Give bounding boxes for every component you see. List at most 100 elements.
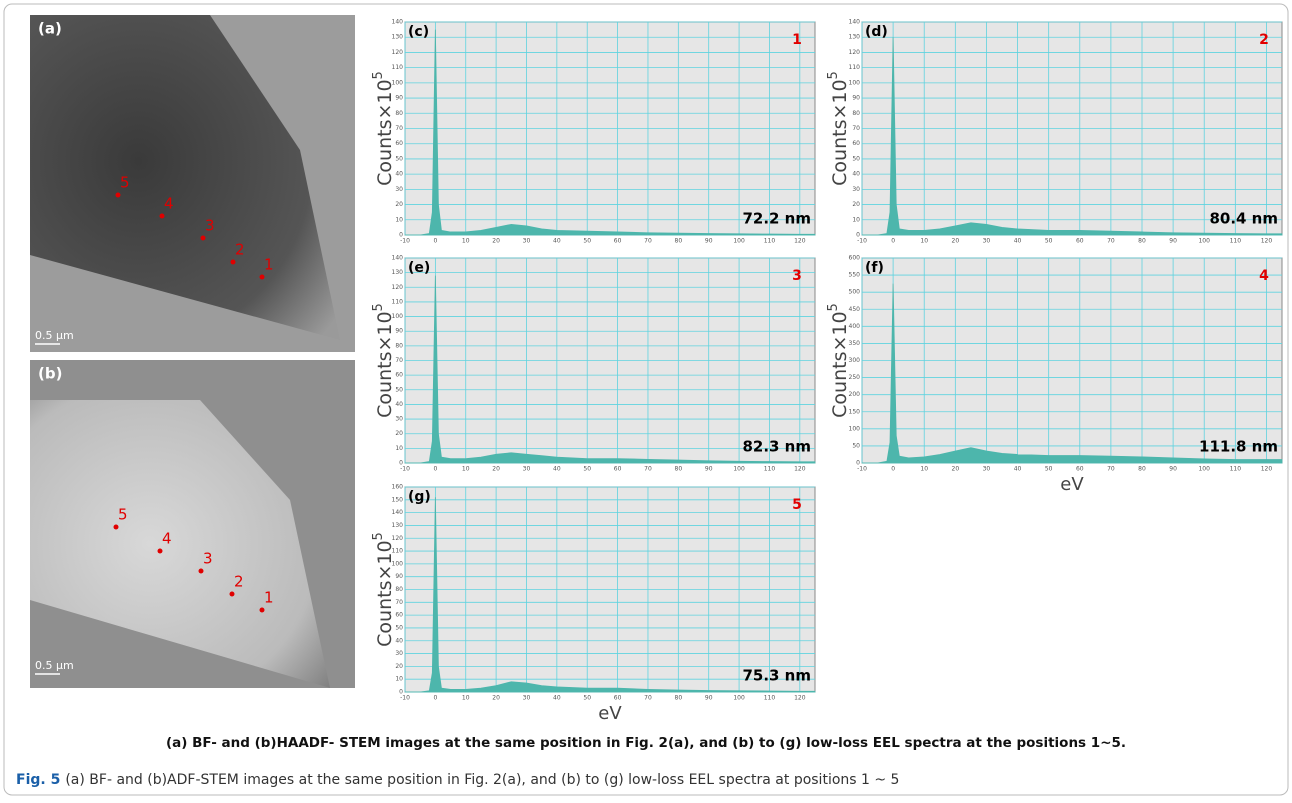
spectrum-area [405, 29, 816, 236]
x-tick-label: 30 [523, 466, 531, 473]
x-tick-label: 0 [891, 466, 895, 473]
y-tick-label: 50 [395, 386, 403, 393]
x-tick-label: 120 [1261, 466, 1273, 473]
y-tick-label: 90 [395, 573, 403, 580]
x-tick-label: 30 [983, 466, 991, 473]
point-label: 2 [235, 241, 245, 259]
y-label-text: Counts×10 [374, 79, 396, 185]
panel-label: (d) [865, 24, 888, 40]
point-label: 4 [164, 195, 174, 213]
position-label: 4 [1259, 268, 1269, 284]
x-tick-label: 70 [644, 695, 652, 702]
x-tick-label: 120 [1261, 238, 1273, 245]
x-axis-label: eV [598, 703, 622, 724]
panel-label: (f) [865, 260, 884, 276]
x-tick-label: 100 [733, 238, 745, 245]
y-tick-label: 120 [392, 49, 404, 56]
x-tick-label: 60 [614, 695, 622, 702]
y-tick-label: 40 [395, 401, 403, 408]
y-tick-label: 0 [399, 689, 403, 696]
inner-caption: (a) BF- and (b)HAADF- STEM images at the… [166, 735, 1126, 751]
panel-label: (a) [38, 20, 62, 38]
point-label: 3 [205, 217, 215, 235]
frame [3, 3, 1289, 796]
y-tick-label: 70 [395, 599, 403, 606]
point-label: 3 [203, 550, 213, 568]
y-tick-label: 140 [392, 19, 404, 26]
point [113, 524, 119, 530]
x-tick-label: 40 [553, 695, 561, 702]
y-tick-label: 110 [392, 548, 404, 555]
y-tick-label: 100 [392, 79, 404, 86]
x-tick-label: 50 [583, 695, 591, 702]
x-tick-label: 0 [433, 695, 437, 702]
caption: Fig. 5 (a) BF- and (b)ADF-STEM images at … [16, 772, 899, 788]
point [200, 235, 206, 241]
scale-bar-label: 0.5 µm [35, 329, 74, 342]
y-tick-label: 60 [395, 140, 403, 147]
y-tick-label: 80 [395, 342, 403, 349]
x-tick-label: 50 [583, 466, 591, 473]
thickness-label: 82.3 nm [742, 438, 811, 456]
y-label-exponent: 5 [826, 71, 841, 79]
panel-label: (c) [408, 24, 429, 40]
x-tick-label: 10 [462, 695, 470, 702]
x-tick-label: 100 [1198, 238, 1210, 245]
x-tick-label: 0 [891, 238, 895, 245]
y-tick-label: 120 [849, 49, 861, 56]
y-tick-label: 120 [392, 284, 404, 291]
x-tick-label: 100 [733, 466, 745, 473]
x-tick-label: 80 [675, 466, 683, 473]
x-tick-label: 0 [433, 238, 437, 245]
y-tick-label: 150 [849, 408, 861, 415]
y-tick-label: 90 [395, 95, 403, 102]
position-label: 1 [792, 32, 802, 48]
panel-label: (e) [408, 260, 430, 276]
point [259, 607, 265, 613]
y-tick-label: 60 [852, 140, 860, 147]
y-tick-label: 450 [849, 306, 861, 313]
x-tick-label: 20 [952, 238, 960, 245]
x-tick-label: 110 [1230, 238, 1242, 245]
x-axis-label: eV [1060, 474, 1084, 495]
position-label: 2 [1259, 32, 1269, 48]
y-tick-label: 600 [849, 255, 861, 262]
y-tick-label: 500 [849, 289, 861, 296]
y-tick-label: 50 [395, 624, 403, 631]
y-tick-label: 110 [392, 64, 404, 71]
y-tick-label: 300 [849, 357, 861, 364]
spectrum-area [405, 275, 816, 464]
point-label: 1 [264, 589, 274, 607]
y-tick-label: 90 [395, 328, 403, 335]
y-label-exponent: 5 [371, 71, 386, 79]
x-tick-label: 60 [614, 466, 622, 473]
x-tick-label: 90 [1169, 466, 1177, 473]
y-tick-label: 0 [399, 232, 403, 239]
x-tick-label: 120 [794, 695, 806, 702]
y-tick-label: 30 [852, 186, 860, 193]
x-tick-label: 80 [1138, 238, 1146, 245]
x-tick-label: 110 [764, 238, 776, 245]
y-tick-label: 140 [392, 255, 404, 262]
x-tick-label: 100 [1198, 466, 1210, 473]
y-label-text: Counts×10 [829, 79, 851, 185]
x-tick-label: 20 [492, 695, 500, 702]
y-tick-label: 10 [395, 676, 403, 683]
grain-b [30, 400, 330, 688]
y-tick-label: 130 [849, 34, 861, 41]
x-tick-label: 70 [1107, 238, 1115, 245]
caption-text: (a) BF- and (b)ADF-STEM images at the sa… [65, 772, 899, 788]
x-tick-label: 90 [705, 695, 713, 702]
spectrum-area [862, 37, 1283, 236]
y-tick-label: 20 [852, 201, 860, 208]
x-tick-label: 110 [764, 695, 776, 702]
y-tick-label: 350 [849, 340, 861, 347]
y-tick-label: 20 [395, 663, 403, 670]
x-tick-label: 50 [1045, 466, 1053, 473]
y-tick-label: 110 [849, 64, 861, 71]
y-tick-label: 100 [849, 425, 861, 432]
point-label: 2 [234, 573, 244, 591]
y-label-exponent: 5 [371, 303, 386, 311]
x-tick-label: 40 [553, 466, 561, 473]
